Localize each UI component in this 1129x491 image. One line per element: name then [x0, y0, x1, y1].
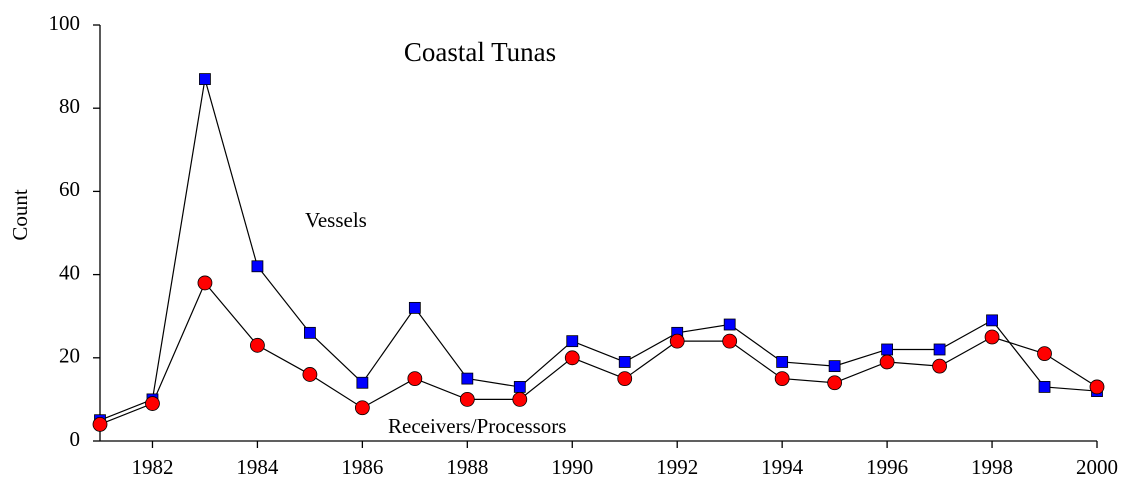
marker [302, 367, 318, 382]
x-tick-label: 2000 [1076, 455, 1118, 479]
marker [408, 301, 421, 314]
marker [827, 375, 843, 391]
marker [933, 343, 946, 356]
marker [932, 358, 947, 374]
marker [251, 260, 264, 273]
marker [617, 371, 633, 387]
chart-title: Coastal Tunas [404, 37, 556, 67]
y-tick-label: 40 [59, 260, 80, 284]
marker [618, 356, 631, 368]
x-tick-label: 1996 [866, 455, 908, 479]
marker [566, 335, 579, 348]
marker [669, 333, 685, 349]
x-tick-label: 1988 [446, 455, 488, 479]
x-tick-label: 1994 [761, 455, 804, 479]
marker [774, 371, 790, 387]
marker [564, 350, 580, 366]
marker [1038, 381, 1051, 393]
x-tick-label: 1984 [236, 455, 279, 479]
marker [354, 400, 370, 416]
x-tick-label: 1990 [551, 455, 593, 479]
series-line [99, 78, 1098, 421]
y-tick-label: 0 [70, 427, 81, 451]
marker [986, 314, 998, 327]
marker [197, 275, 213, 291]
series-line [99, 281, 1098, 425]
y-axis-label: Count [8, 189, 32, 241]
x-tick-label: 1992 [656, 455, 698, 479]
marker [1037, 346, 1052, 362]
marker [92, 416, 108, 432]
series-label: Vessels [305, 208, 367, 232]
marker [145, 396, 160, 411]
marker [881, 343, 894, 356]
y-tick-label: 100 [49, 11, 81, 35]
marker [303, 326, 316, 339]
marker [459, 391, 475, 407]
marker [1089, 379, 1105, 395]
marker [199, 73, 211, 85]
marker [984, 329, 1000, 345]
marker [879, 354, 895, 370]
marker [722, 333, 738, 349]
marker [250, 337, 265, 353]
x-tick-label: 1998 [971, 455, 1013, 479]
y-tick-label: 80 [59, 94, 80, 118]
y-tick-label: 20 [59, 344, 80, 368]
marker [776, 356, 789, 368]
x-tick-label: 1982 [131, 455, 173, 479]
y-tick-label: 60 [59, 177, 80, 201]
series-label: Receivers/Processors [388, 414, 566, 438]
marker [512, 391, 528, 407]
marker [513, 381, 526, 393]
marker [828, 360, 841, 373]
x-tick-label: 1986 [341, 455, 383, 479]
marker [356, 376, 369, 389]
marker [723, 318, 736, 331]
marker [407, 371, 423, 387]
marker [461, 372, 474, 385]
